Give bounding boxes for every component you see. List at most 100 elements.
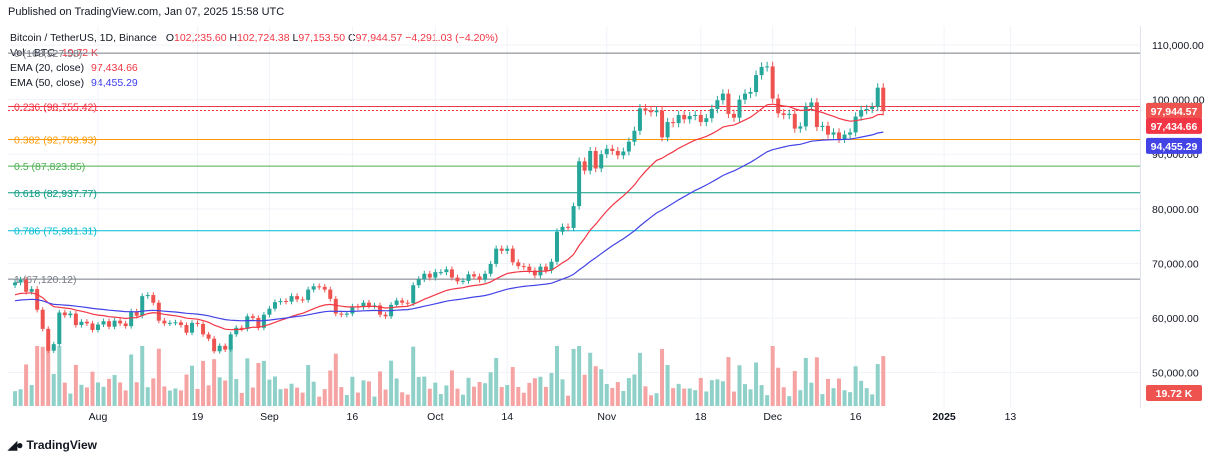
candle-body: [173, 322, 178, 324]
volume-bar: [842, 390, 847, 406]
candle-body: [184, 325, 189, 333]
volume-bar: [781, 387, 786, 406]
candle-body: [660, 110, 665, 138]
candle-body: [759, 66, 764, 76]
volume-bar: [156, 348, 161, 406]
volume-bar: [46, 346, 51, 406]
tradingview-logo[interactable]: ◢● TradingView: [8, 438, 97, 452]
candle-body: [527, 266, 532, 271]
candle-body: [206, 334, 211, 339]
candle-body: [698, 114, 703, 123]
volume-bar: [107, 378, 112, 406]
volume-bar: [306, 364, 311, 406]
volume-bar: [129, 354, 134, 406]
x-tick-label: 16: [850, 411, 862, 423]
candle-body: [599, 154, 604, 169]
x-tick-label: Nov: [597, 411, 616, 423]
candle-body: [621, 151, 626, 156]
candle-body: [361, 302, 366, 308]
candle-body: [96, 324, 100, 330]
candle-body: [477, 276, 482, 280]
ema20-label: EMA (20, close): [10, 62, 85, 74]
volume-bar: [416, 377, 421, 406]
candle-body: [62, 312, 67, 316]
volume-bar: [140, 346, 145, 406]
candle-body: [234, 327, 239, 335]
volume-bar: [366, 381, 371, 406]
volume-bar: [184, 374, 189, 406]
candle-body: [560, 226, 565, 232]
candle-body: [494, 248, 499, 264]
volume-bar: [527, 382, 532, 406]
volume-bar: [538, 376, 543, 406]
volume-bar: [29, 385, 34, 406]
volume-bar: [549, 373, 554, 406]
volume-bar: [809, 382, 814, 406]
candle-body: [416, 279, 421, 286]
volume-bar: [765, 395, 770, 406]
candle-body: [472, 274, 477, 277]
x-tick-label: 18: [695, 411, 707, 423]
candle-body: [792, 113, 797, 129]
volume-bar: [328, 370, 333, 406]
volume-bar: [853, 366, 858, 406]
volume-bar: [322, 389, 327, 406]
candle-body: [317, 286, 322, 288]
x-tick-label: Sep: [260, 411, 279, 423]
ema20-badge: 97,434.66: [1151, 121, 1198, 133]
volume-bar: [532, 378, 537, 406]
candle-body: [449, 269, 454, 278]
volume-bar: [123, 390, 128, 406]
volume-bar: [79, 384, 84, 406]
change-value: −4,291.03 (−4.20%): [405, 32, 499, 44]
volume-bar: [411, 346, 416, 406]
volume-bar: [825, 378, 830, 406]
volume-bar: [737, 365, 742, 406]
candle-body: [250, 316, 255, 318]
candle-body: [848, 132, 853, 135]
candle-body: [654, 110, 659, 113]
volume-bar: [709, 380, 714, 406]
candle-body: [875, 87, 880, 107]
volume-bar: [516, 387, 521, 406]
candle-body: [118, 320, 123, 324]
volume-badge: 19.72 K: [1156, 388, 1193, 400]
low-value: 97,153.50: [298, 32, 346, 44]
volume-bar: [460, 394, 465, 406]
volume-bar: [217, 377, 222, 406]
candle-body: [798, 126, 803, 129]
ema20-value: 97,434.66: [91, 62, 138, 74]
fib-level-label: 0.382 (92,709.93): [14, 134, 97, 146]
volume-bar: [427, 388, 432, 406]
candle-body: [311, 286, 316, 290]
volume-bar: [223, 380, 228, 406]
candle-body: [516, 262, 521, 267]
volume-bar: [510, 367, 515, 406]
candle-body: [256, 317, 261, 328]
candle-body: [488, 263, 493, 274]
candle-body: [831, 132, 836, 135]
candle-body: [178, 322, 183, 326]
candle-body: [217, 345, 222, 352]
volume-bar: [261, 360, 266, 406]
x-tick-label: 13: [1005, 411, 1017, 423]
candle-body: [84, 321, 89, 324]
volume-bar: [206, 385, 211, 406]
volume-bar: [621, 390, 626, 406]
volume-bar: [787, 396, 792, 406]
candle-body: [295, 296, 300, 300]
symbol-name: Bitcoin / TetherUS, 1D, Binance: [10, 32, 157, 44]
volume-bar: [344, 395, 349, 406]
candle-body: [405, 302, 410, 304]
candle-body: [682, 114, 687, 120]
volume-bar: [665, 364, 670, 406]
volume-bar: [748, 389, 753, 406]
candle-body: [333, 298, 338, 314]
volume-bar: [289, 383, 294, 406]
volume-bar: [643, 386, 648, 406]
candle-body: [571, 206, 576, 228]
volume-bar: [400, 392, 405, 406]
volume-bar: [433, 382, 438, 406]
volume-bar: [676, 383, 681, 406]
